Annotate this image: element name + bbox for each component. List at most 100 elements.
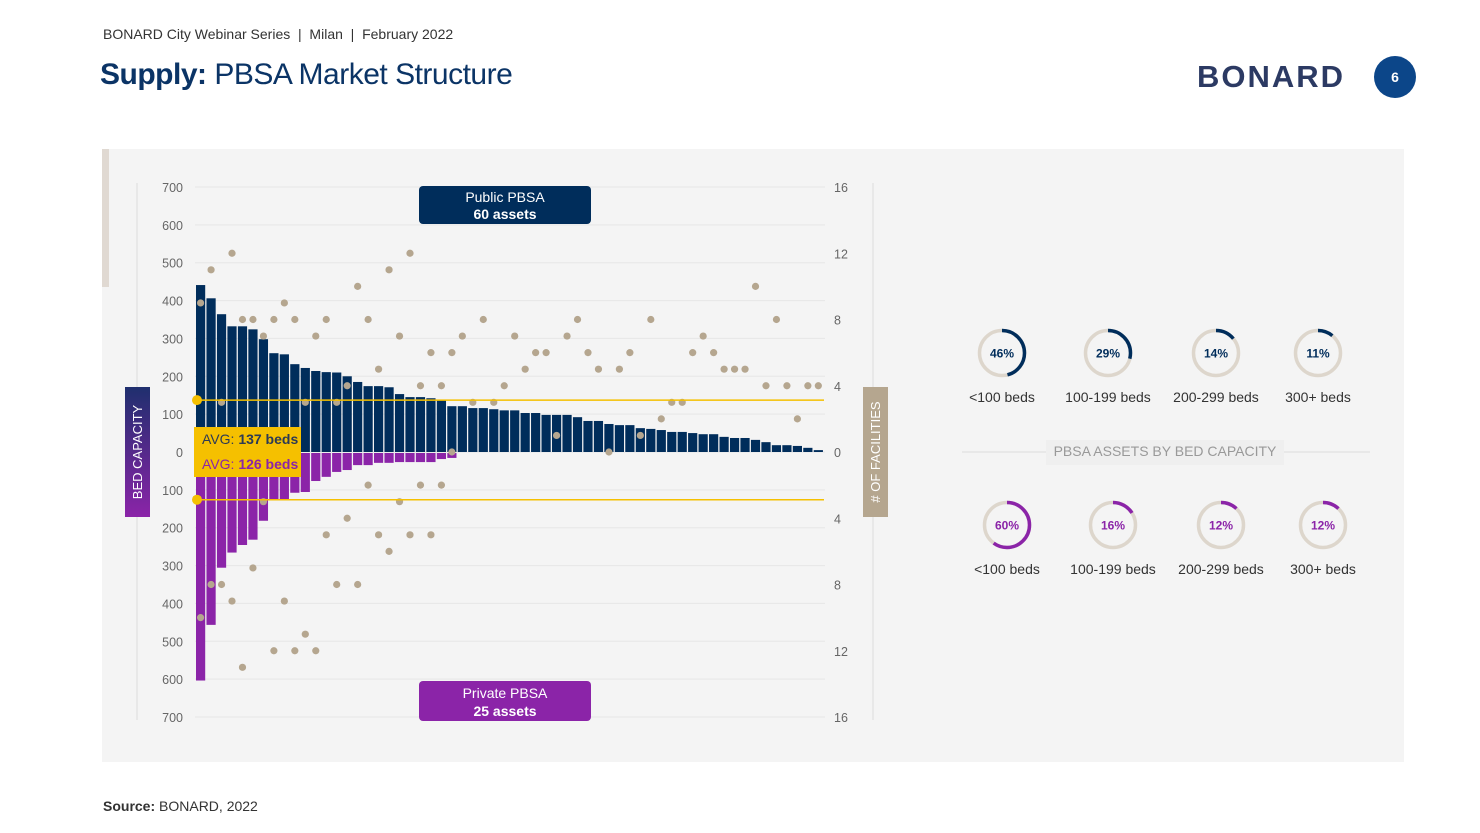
private-donut-label: <100 beds <box>974 561 1040 577</box>
public-bar <box>447 406 457 452</box>
private-bar <box>373 453 384 463</box>
public-bar <box>489 409 499 452</box>
public-facility-dot <box>354 282 362 290</box>
title-rest: PBSA Market Structure <box>206 58 513 91</box>
public-donut-label: 300+ beds <box>1285 389 1351 405</box>
public-bar <box>237 326 248 452</box>
public-facility-dot <box>458 332 466 340</box>
private-facility-dot <box>374 531 383 539</box>
private-bar <box>436 453 447 460</box>
left-tick-label: 300 <box>162 560 183 574</box>
public-bar <box>405 397 415 452</box>
public-facility-dot <box>689 349 697 357</box>
public-bar <box>363 386 373 452</box>
private-bar <box>216 453 227 568</box>
private-facility-dot <box>301 630 309 638</box>
private-donut-percent: 60% <box>995 519 1019 533</box>
private-donut-label: 300+ beds <box>1290 561 1356 577</box>
private-bar <box>342 453 352 471</box>
public-bar <box>593 420 604 452</box>
public-bar <box>541 414 551 452</box>
public-bar <box>415 397 426 452</box>
public-pbsa-label: Public PBSA <box>465 189 545 205</box>
private-donut-percent: 16% <box>1101 519 1125 533</box>
left-tick-label: 0 <box>176 446 183 460</box>
private-donut-percent: 12% <box>1209 519 1233 533</box>
public-facility-dot <box>772 315 781 324</box>
right-tick-label: 16 <box>834 711 848 725</box>
left-tick-label: 500 <box>162 635 183 649</box>
source-label: Source: <box>103 798 156 814</box>
divider-label-box <box>1046 440 1284 465</box>
public-bar <box>206 298 216 452</box>
private-bar <box>227 453 237 553</box>
public-facility-dot <box>343 382 351 390</box>
private-facility-dot <box>406 531 414 539</box>
private-bar <box>426 453 436 463</box>
public-bar <box>520 413 530 452</box>
public-facility-dot <box>511 332 519 340</box>
public-donut-arc <box>1293 328 1343 378</box>
private-bar <box>415 453 426 463</box>
bonard-logo: BONARD <box>1197 59 1346 94</box>
public-bar <box>258 339 269 452</box>
public-bar <box>321 372 331 452</box>
public-facility-dot <box>710 349 718 357</box>
right-tick-label: 12 <box>834 247 848 261</box>
public-bar <box>384 387 394 452</box>
public-bar <box>583 420 593 452</box>
private-bar <box>248 453 258 540</box>
public-bar <box>614 425 624 452</box>
public-facility-dot <box>793 415 801 423</box>
public-facility-dot <box>814 382 822 390</box>
public-donut-label: 200-299 beds <box>1173 389 1259 405</box>
public-facility-dot <box>322 315 330 324</box>
private-donut-percent: 12% <box>1311 519 1335 533</box>
public-pbsa-box <box>419 186 591 224</box>
public-bar <box>562 414 572 452</box>
public-donut-arc <box>977 328 1027 378</box>
left-tick-label: 700 <box>162 711 183 725</box>
page-title: Supply: PBSA Market Structure <box>100 58 513 92</box>
private-bar <box>321 453 331 477</box>
private-donut-arc <box>1196 500 1246 550</box>
public-facility-dot <box>584 349 592 357</box>
public-facility-dot <box>605 448 613 456</box>
public-bar <box>216 314 227 452</box>
private-pbsa-label: Private PBSA <box>463 685 548 701</box>
public-bar <box>771 445 782 452</box>
public-bar <box>510 410 520 452</box>
private-facility-dot <box>354 580 362 589</box>
title-bold: Supply: <box>100 58 207 91</box>
public-bar <box>290 364 300 452</box>
private-donut-label: 200-299 beds <box>1178 561 1264 577</box>
public-bar <box>698 434 708 452</box>
public-facility-dot <box>291 315 299 324</box>
public-bar <box>426 398 436 452</box>
private-facility-dot <box>228 597 236 605</box>
public-facility-dot <box>741 365 749 373</box>
private-facility-dot <box>249 564 257 572</box>
private-bar <box>394 453 405 463</box>
private-facility-dot <box>333 580 341 589</box>
public-avg-line-marker <box>192 395 202 406</box>
private-donut-label: 100-199 beds <box>1070 561 1156 577</box>
public-bar <box>332 372 342 452</box>
private-facility-dot <box>312 647 320 655</box>
public-facility-dot <box>563 332 571 340</box>
public-facility-dot <box>374 365 383 373</box>
source-note: Source: BONARD, 2022 <box>103 798 258 814</box>
left-tick-label: 200 <box>162 370 183 384</box>
public-donut-percent: 29% <box>1096 347 1120 361</box>
private-bar <box>300 453 310 492</box>
public-facility-dot <box>657 415 665 423</box>
public-facility-dot <box>626 349 634 357</box>
public-donut-percent: 14% <box>1204 347 1228 361</box>
public-facility-dot <box>636 431 644 440</box>
public-facility-dot <box>228 249 236 257</box>
public-facility-dot <box>500 382 508 390</box>
page-number-badge: 6 <box>1374 56 1416 98</box>
public-bar <box>300 367 310 452</box>
public-donut-percent: 11% <box>1306 347 1330 361</box>
private-facility-dot <box>364 481 372 489</box>
